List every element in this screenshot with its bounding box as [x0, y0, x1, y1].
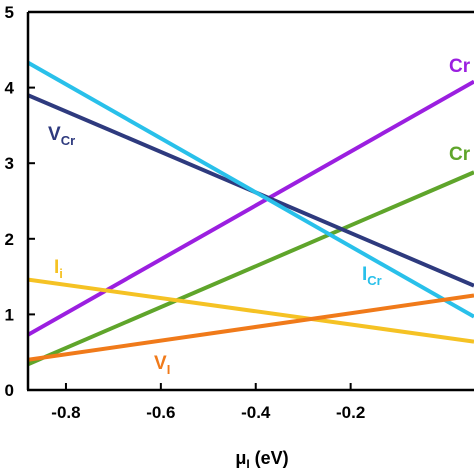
y-tick-label: 0: [5, 381, 14, 400]
series-layer: [28, 60, 474, 367]
y-tick-label: 4: [5, 79, 15, 98]
series-line-i-i: [28, 277, 474, 344]
series-label-i-cr: ICr: [362, 264, 382, 288]
series-label-cr-top: Cr: [449, 56, 471, 77]
axes-layer: 0 1 2 3 4 5 -0.8 -0.6 -0.4 -0.2 μI (eV): [5, 3, 474, 471]
series-label-v-i: VI: [154, 353, 170, 377]
x-tick-label: -0.6: [146, 403, 175, 422]
y-tick-label: 1: [5, 305, 14, 324]
series-line-cr-top: [28, 79, 474, 337]
series-line-i-cr: [28, 60, 474, 319]
x-tick-label: -0.2: [336, 403, 365, 422]
series-label-cr-mid: Cr: [449, 144, 471, 165]
y-tick-label: 5: [5, 3, 14, 22]
series-line-v-i: [28, 293, 474, 362]
series-label-v-cr: VCr: [48, 124, 75, 148]
y-tick-label: 2: [5, 230, 14, 249]
series-line-cr-mid: [28, 170, 474, 367]
x-tick-label: -0.4: [241, 403, 271, 422]
x-axis-label: μI (eV): [235, 448, 288, 471]
x-tick-label: -0.8: [51, 403, 80, 422]
y-tick-label: 3: [5, 154, 14, 173]
labels-layer: Cr Cr VCr ICr Ii VI: [48, 56, 471, 377]
series-label-i-i: Ii: [54, 257, 63, 281]
